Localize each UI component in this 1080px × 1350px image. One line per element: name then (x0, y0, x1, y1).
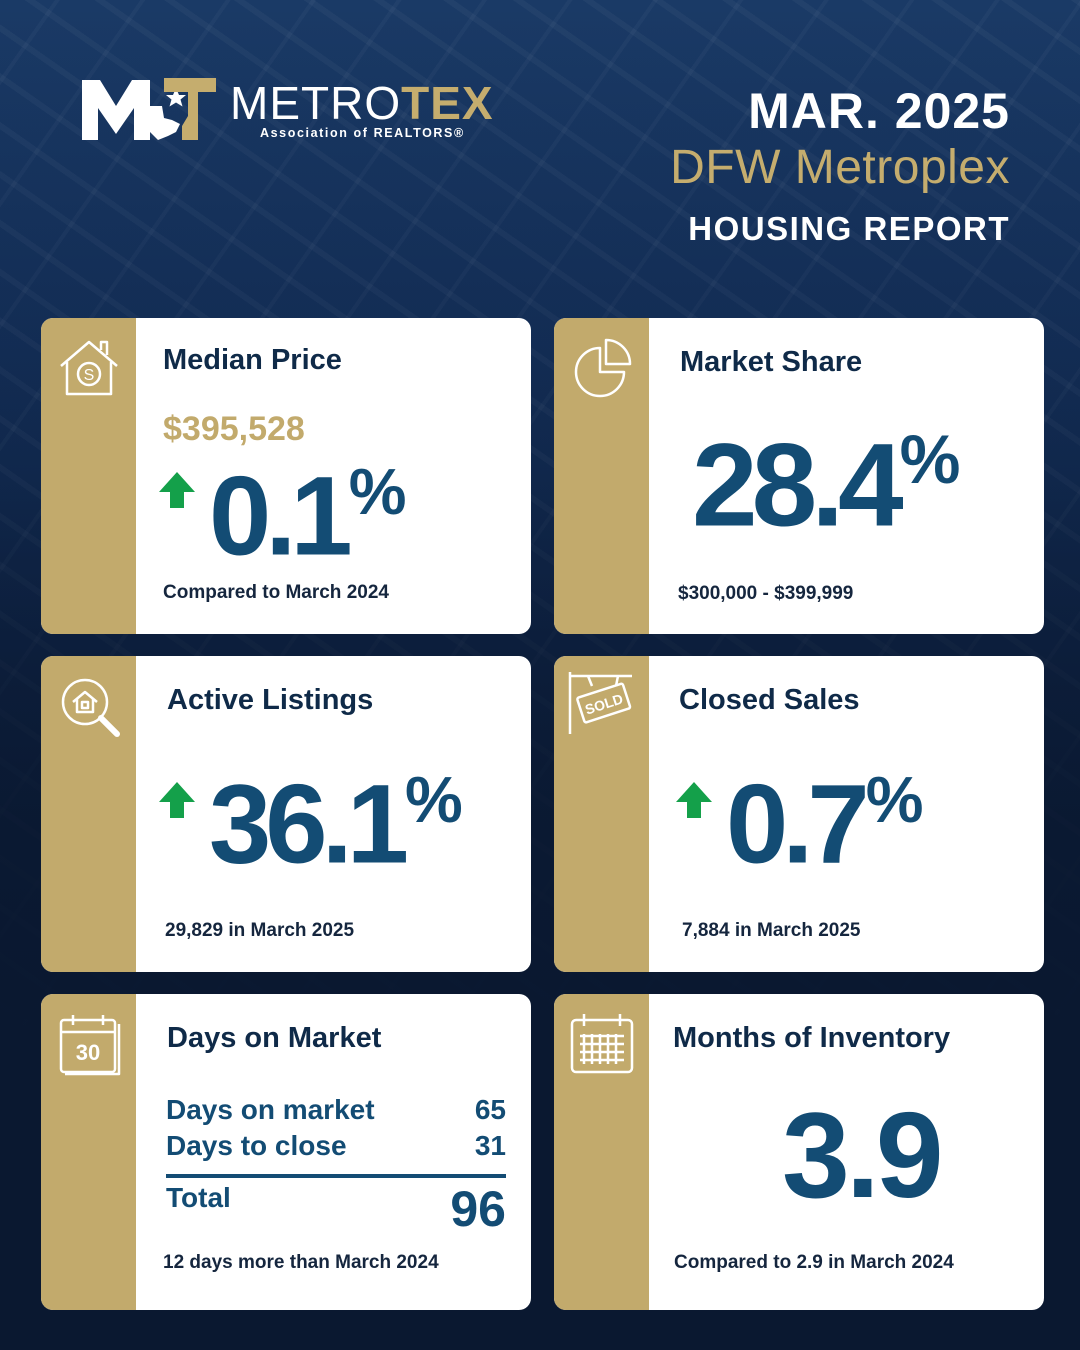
svg-text:S: S (84, 367, 95, 384)
logo-wordmark: METROTEX (230, 76, 494, 130)
closed-sales-change: 0.7% (726, 767, 923, 880)
sold-sign-icon: SOLD (568, 672, 632, 734)
up-arrow-icon (676, 782, 712, 818)
median-price-change-value: 0.1 (209, 453, 353, 579)
percent-sign: % (404, 763, 463, 836)
card-footnote: $300,000 - $399,999 (678, 583, 854, 604)
total-label: Total (166, 1182, 231, 1213)
row-label: Days on market (166, 1094, 375, 1125)
market-share-card: Market Share 28.4% $300,000 - $399,999 (554, 318, 1044, 634)
metrotex-logo: METROTEX Association of REALTORS® (80, 76, 520, 146)
house-dollar-icon: S (60, 340, 118, 396)
percent-sign: % (865, 763, 924, 836)
total-divider (166, 1174, 506, 1178)
row-value: 65 (474, 1094, 506, 1125)
row-label: Days to close (166, 1130, 347, 1161)
up-arrow-icon (159, 782, 195, 818)
card-title: Months of Inventory (673, 1022, 951, 1054)
calendar-30-icon: 30 (59, 1015, 121, 1076)
logo-wordmark-metro: METRO (230, 77, 402, 129)
market-share-value: 28.4% (692, 425, 961, 544)
card-footnote: 12 days more than March 2024 (163, 1252, 439, 1273)
median-price-change: 0.1% (209, 459, 406, 572)
card-title: Median Price (163, 344, 342, 376)
closed-sales-card: SOLD Closed Sales 0.7% 7,884 in March 20… (554, 656, 1044, 972)
house-search-icon (61, 678, 120, 737)
card-title: Active Listings (167, 684, 374, 716)
card-accent-strip (41, 318, 136, 634)
calendar-grid-icon (570, 1014, 634, 1074)
card-footnote: Compared to 2.9 in March 2024 (674, 1252, 954, 1273)
market-share-number: 28.4 (692, 419, 904, 552)
median-price-card: S Median Price $395,528 0.1% Compared to… (41, 318, 531, 634)
card-title: Closed Sales (679, 684, 860, 716)
active-listings-change: 36.1% (209, 767, 463, 880)
row-value: 31 (474, 1130, 506, 1161)
active-listings-change-value: 36.1 (209, 761, 409, 887)
total-value: 96 (450, 1181, 506, 1237)
card-footnote: 29,829 in March 2025 (165, 920, 355, 941)
months-of-inventory-card: Months of Inventory 3.9 Compared to 2.9 … (554, 994, 1044, 1310)
card-footnote: 7,884 in March 2025 (682, 920, 861, 941)
card-title: Days on Market (167, 1022, 382, 1054)
report-title: HOUSING REPORT (688, 210, 1010, 247)
percent-sign: % (348, 455, 407, 528)
days-on-market-card: 30 Days on Market Days on market 65 Days… (41, 994, 531, 1310)
closed-sales-change-value: 0.7 (726, 761, 870, 887)
card-footnote: Compared to March 2024 (163, 582, 389, 603)
report-date: MAR. 2025 (748, 83, 1010, 139)
pie-chart-icon (574, 338, 632, 398)
metrotex-logo-mark-icon (82, 78, 216, 140)
card-title: Market Share (680, 346, 863, 378)
calendar-day-text: 30 (76, 1040, 100, 1065)
logo-subtitle: Association of REALTORS® (260, 126, 465, 140)
report-region: DFW Metroplex (670, 141, 1010, 194)
active-listings-card: Active Listings 36.1% 29,829 in March 20… (41, 656, 531, 972)
card-accent-strip (554, 318, 649, 634)
months-inventory-value: 3.9 (782, 1087, 944, 1223)
up-arrow-icon (159, 472, 195, 508)
median-price-value: $395,528 (163, 410, 305, 448)
logo-wordmark-tex: TEX (401, 77, 494, 129)
percent-sign: % (899, 421, 961, 498)
